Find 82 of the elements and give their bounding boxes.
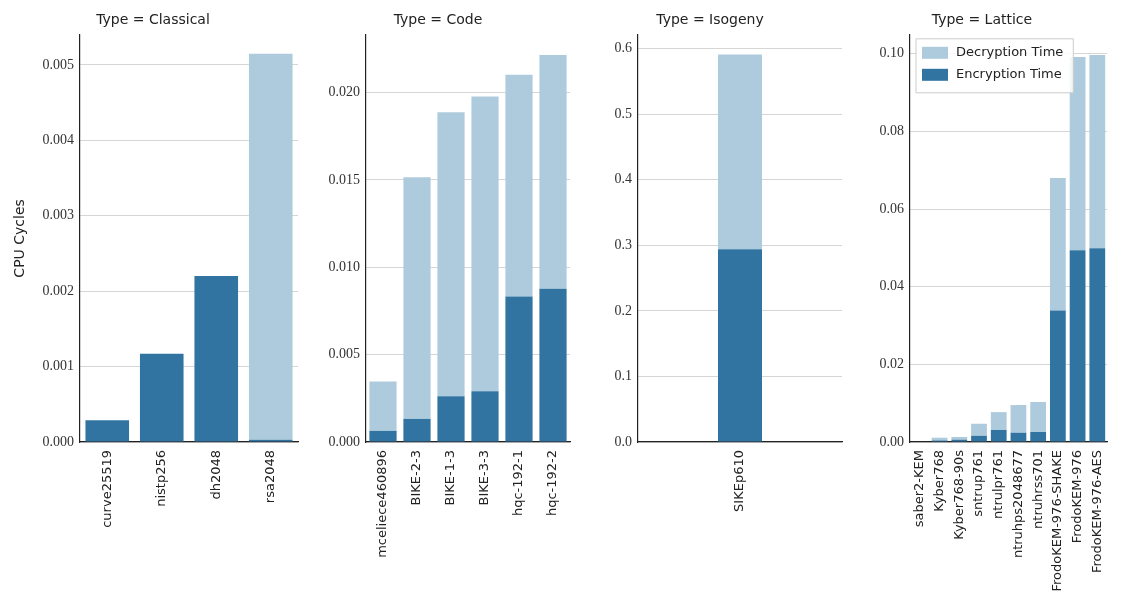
x-tick-label: FrodoKEM-976 xyxy=(1068,450,1084,544)
bar xyxy=(403,418,431,442)
chart-title: Type = Code xyxy=(392,11,483,28)
y-tick-label: 0.10 xyxy=(879,45,904,61)
y-tick-label: 0.00 xyxy=(879,433,904,449)
bar xyxy=(437,396,465,442)
x-tick-label: nistp256 xyxy=(153,450,169,507)
legend-label: Encryption Time xyxy=(956,66,1062,82)
bar xyxy=(1010,432,1027,442)
bar xyxy=(1030,402,1047,432)
x-tick-label: ntrulpr761 xyxy=(990,450,1006,519)
x-tick-label: SIKEp610 xyxy=(731,450,747,512)
y-tick-label: 0.3 xyxy=(614,236,632,252)
y-tick-label: 0.0 xyxy=(614,433,632,449)
bar xyxy=(505,296,533,442)
x-tick-label: mceliece460896 xyxy=(374,450,390,558)
bar xyxy=(990,429,1007,442)
bar xyxy=(505,74,533,297)
bar xyxy=(971,423,987,436)
y-tick-label: 0.000 xyxy=(42,433,74,449)
y-tick-label: 0.002 xyxy=(42,282,74,298)
bar xyxy=(403,177,431,419)
bar xyxy=(1030,431,1047,442)
y-tick-label: 0.000 xyxy=(328,433,360,449)
y-tick-label: 0.015 xyxy=(328,171,360,187)
x-tick-label: hqc-192-2 xyxy=(544,450,560,517)
x-tick-label: BIKE-2-3 xyxy=(408,450,424,506)
y-tick-label: 0.020 xyxy=(328,84,360,100)
y-tick-label: 0.08 xyxy=(879,123,904,139)
y-tick-label: 0.4 xyxy=(614,171,632,187)
y-tick-label: 0.010 xyxy=(328,258,360,274)
bar xyxy=(471,96,499,392)
bar xyxy=(369,381,397,431)
x-tick-label: FrodoKEM-976-AES xyxy=(1088,450,1104,573)
x-tick-label: Kyber768-90s xyxy=(950,449,966,540)
legend-label: Decryption Time xyxy=(956,44,1064,60)
x-tick-label: curve25519 xyxy=(98,450,114,528)
y-tick-label: 0.005 xyxy=(42,56,74,72)
y-tick-label: 0.5 xyxy=(614,105,632,121)
y-tick-label: 0.005 xyxy=(328,346,360,362)
bar xyxy=(1069,56,1086,251)
x-tick-label: rsa2048 xyxy=(262,450,278,504)
bar xyxy=(139,353,184,442)
y-tick-label: 0.02 xyxy=(879,356,904,372)
bar xyxy=(539,288,567,442)
bar xyxy=(369,430,397,442)
bar xyxy=(971,435,987,442)
x-tick-label: sntrup761 xyxy=(970,450,986,517)
bar xyxy=(1049,178,1066,311)
bar xyxy=(85,420,130,442)
bar xyxy=(1089,248,1106,442)
x-tick-label: ntruhps2048677 xyxy=(1009,450,1025,559)
y-tick-label: 0.001 xyxy=(42,358,74,374)
bar xyxy=(248,53,293,440)
chart-title: Type = Lattice xyxy=(930,11,1033,28)
y-tick-label: 0.003 xyxy=(42,207,74,223)
bar xyxy=(1010,405,1027,433)
x-tick-label: FrodoKEM-976-SHAKE xyxy=(1049,450,1065,592)
y-tick-label: 0.2 xyxy=(614,302,632,318)
bar xyxy=(194,276,239,442)
x-tick-label: dh2048 xyxy=(207,450,223,500)
bar xyxy=(1049,310,1066,442)
y-tick-label: 0.004 xyxy=(42,132,74,148)
bar xyxy=(437,112,465,397)
x-tick-label: saber2-KEM xyxy=(911,450,927,528)
y-tick-label: 0.04 xyxy=(879,278,904,294)
bar xyxy=(1089,54,1106,249)
y-tick-label: 0.06 xyxy=(879,200,904,216)
bar xyxy=(990,412,1007,430)
x-tick-label: ntruhrss701 xyxy=(1029,450,1045,529)
y-tick-label: 0.6 xyxy=(614,40,632,56)
bar xyxy=(539,55,567,289)
x-tick-label: BIKE-1-3 xyxy=(442,450,458,506)
x-tick-label: BIKE-3-3 xyxy=(476,450,492,506)
x-tick-label: Kyber768 xyxy=(930,450,946,512)
y-tick-label: 0.1 xyxy=(614,368,632,384)
chart-title: Type = Classical xyxy=(95,11,210,28)
y-axis-title: CPU Cycles xyxy=(11,199,28,278)
chart-title: Type = Isogeny xyxy=(655,11,764,28)
x-tick-label: hqc-192-1 xyxy=(510,450,526,517)
bar xyxy=(1069,250,1086,442)
bar xyxy=(471,391,499,442)
